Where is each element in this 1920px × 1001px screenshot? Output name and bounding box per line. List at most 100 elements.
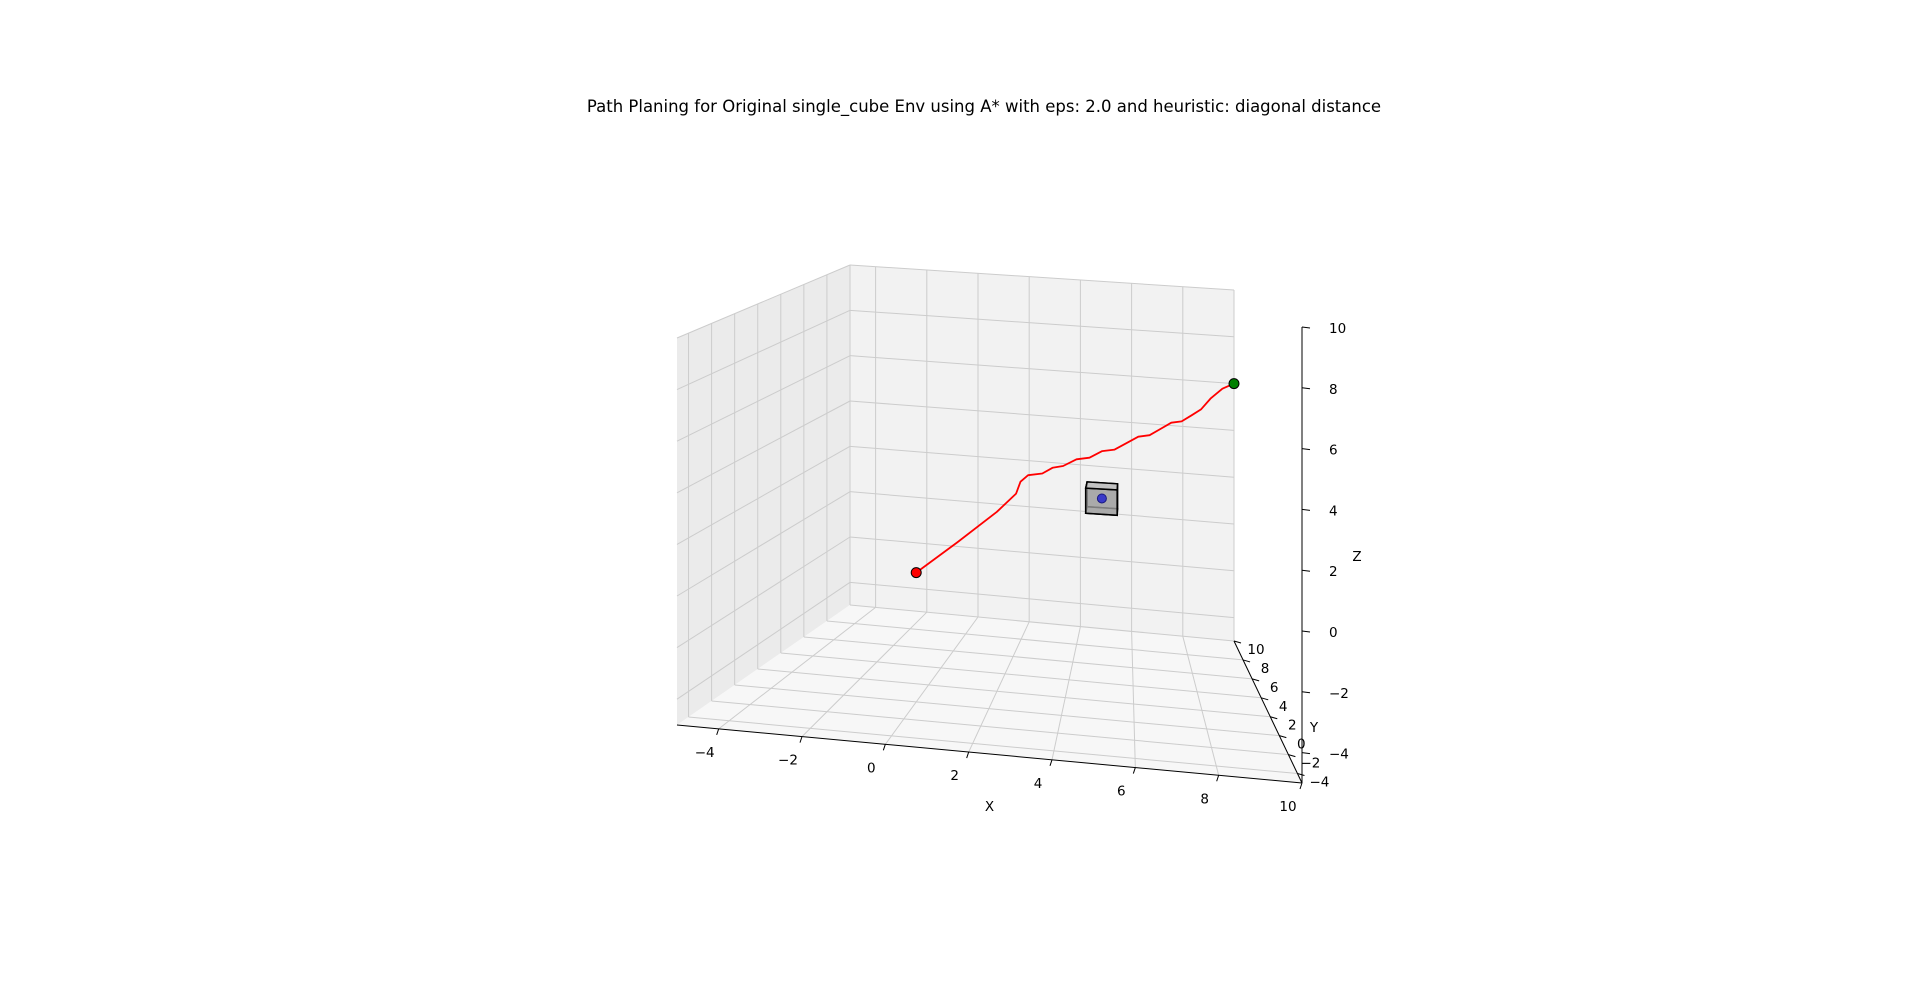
x-axis-line bbox=[676, 724, 1303, 784]
gridline-z-back bbox=[849, 445, 1235, 478]
z-axis-label: Z bbox=[1352, 549, 1361, 565]
y-tick-mark bbox=[1279, 735, 1287, 739]
y-tick-mark bbox=[1297, 773, 1305, 777]
gridline-x-floor bbox=[968, 621, 1030, 753]
gridline-y-floor bbox=[711, 700, 1289, 756]
y-tick-mark bbox=[1261, 697, 1269, 701]
axes bbox=[676, 326, 1311, 790]
z-tick-mark bbox=[1301, 630, 1311, 633]
x-tick-label: −2 bbox=[778, 753, 798, 769]
y-tick-mark bbox=[1288, 754, 1296, 758]
x-tick-mark bbox=[716, 728, 720, 736]
x-tick-mark bbox=[882, 744, 886, 751]
x-tick-label: 10 bbox=[1279, 799, 1296, 815]
gridline-y-floor bbox=[826, 620, 1244, 661]
x-tick-mark bbox=[799, 736, 803, 743]
x-tick-mark bbox=[1216, 775, 1220, 782]
gridline-y-floor bbox=[734, 684, 1280, 737]
z-tick-label: 8 bbox=[1329, 382, 1338, 398]
gridline-z-left bbox=[676, 491, 851, 597]
obstacle-cube bbox=[1084, 481, 1119, 517]
y-tick-mark bbox=[1242, 659, 1251, 663]
z-tick-mark bbox=[1301, 326, 1311, 329]
gridline-y-floor bbox=[688, 716, 1298, 775]
x-tick-label: 8 bbox=[1200, 791, 1209, 807]
y-tick-label: 0 bbox=[1297, 737, 1306, 753]
gridline-z-back bbox=[849, 355, 1235, 385]
y-axis-line bbox=[1233, 640, 1303, 784]
x-tick-mark bbox=[1049, 759, 1053, 766]
gridline-z-left bbox=[676, 309, 851, 391]
gridline-y-floor bbox=[780, 652, 1262, 699]
gridline-y-floor bbox=[849, 604, 1235, 642]
gridline-z-left bbox=[676, 264, 851, 339]
y-tick-mark bbox=[1251, 678, 1260, 682]
gridline-x-floor bbox=[801, 611, 928, 737]
y-axis-label: Y bbox=[1309, 720, 1319, 736]
y-tick-label: 4 bbox=[1279, 699, 1288, 715]
z-tick-label: −4 bbox=[1329, 747, 1349, 763]
gridline-y-floor bbox=[803, 636, 1253, 680]
gridlines bbox=[676, 264, 1303, 784]
z-tick-label: 2 bbox=[1329, 564, 1338, 580]
y-tick-label: 2 bbox=[1288, 718, 1297, 734]
z-tick-label: 4 bbox=[1329, 503, 1338, 519]
x-tick-label: 2 bbox=[950, 768, 959, 784]
obstacle-center-point bbox=[1096, 493, 1107, 504]
pane-floor bbox=[677, 605, 1302, 783]
gridline-z-left bbox=[676, 536, 851, 649]
y-tick-label: −4 bbox=[1310, 775, 1330, 791]
goal-point bbox=[1228, 378, 1240, 390]
y-tick-label: 8 bbox=[1261, 661, 1270, 677]
z-tick-mark bbox=[1301, 569, 1311, 572]
gridline-z-left bbox=[676, 400, 851, 494]
x-tick-mark bbox=[1299, 782, 1303, 790]
y-tick-mark bbox=[1233, 640, 1242, 644]
start-point bbox=[910, 567, 922, 579]
axis-labels: X Y Z bbox=[985, 549, 1362, 815]
z-tick-mark bbox=[1301, 387, 1311, 390]
gridline-x-floor bbox=[1131, 631, 1136, 768]
gridline-x-floor bbox=[884, 616, 979, 745]
x-tick-label: 4 bbox=[1034, 776, 1043, 792]
z-tick-label: −2 bbox=[1329, 686, 1349, 702]
y-tick-mark bbox=[1270, 716, 1278, 720]
x-axis-label: X bbox=[985, 799, 994, 815]
z-tick-label: 0 bbox=[1329, 625, 1338, 641]
x-tick-label: −4 bbox=[695, 745, 715, 761]
axis-panes bbox=[677, 265, 1302, 783]
gridline-x-floor bbox=[718, 607, 876, 730]
y-tick-label: −2 bbox=[1300, 756, 1320, 772]
gridline-z-back bbox=[849, 400, 1235, 431]
x-tick-mark bbox=[1132, 767, 1136, 774]
gridline-z-left bbox=[676, 355, 851, 442]
x-tick-label: 6 bbox=[1117, 784, 1126, 800]
gridline-z-back bbox=[849, 309, 1235, 338]
x-tick-mark bbox=[966, 751, 970, 759]
gridline-z-left bbox=[676, 445, 851, 545]
z-tick-mark bbox=[1301, 448, 1311, 451]
y-tick-label: 6 bbox=[1270, 680, 1279, 696]
scene bbox=[910, 378, 1240, 579]
y-tick-label: 10 bbox=[1247, 642, 1264, 658]
gridline-y-floor bbox=[757, 668, 1271, 718]
z-tick-mark bbox=[1301, 508, 1311, 511]
z-tick-label: 10 bbox=[1329, 321, 1346, 337]
z-tick-mark bbox=[1301, 752, 1311, 755]
chart-title: Path Planing for Original single_cube En… bbox=[587, 97, 1381, 117]
gridline-z-back bbox=[849, 491, 1235, 525]
gridline-x-floor bbox=[1051, 626, 1081, 760]
x-tick-label: 0 bbox=[867, 760, 876, 776]
gridline-z-left bbox=[676, 581, 851, 700]
path-line bbox=[915, 382, 1235, 574]
gridline-z-back bbox=[849, 264, 1235, 291]
gridline-z-back bbox=[849, 536, 1235, 572]
cube-face bbox=[1084, 481, 1119, 491]
pane-back bbox=[850, 265, 1234, 641]
gridline-z-back bbox=[849, 581, 1235, 619]
z-tick-mark bbox=[1301, 691, 1311, 694]
z-tick-label: 6 bbox=[1329, 443, 1338, 459]
